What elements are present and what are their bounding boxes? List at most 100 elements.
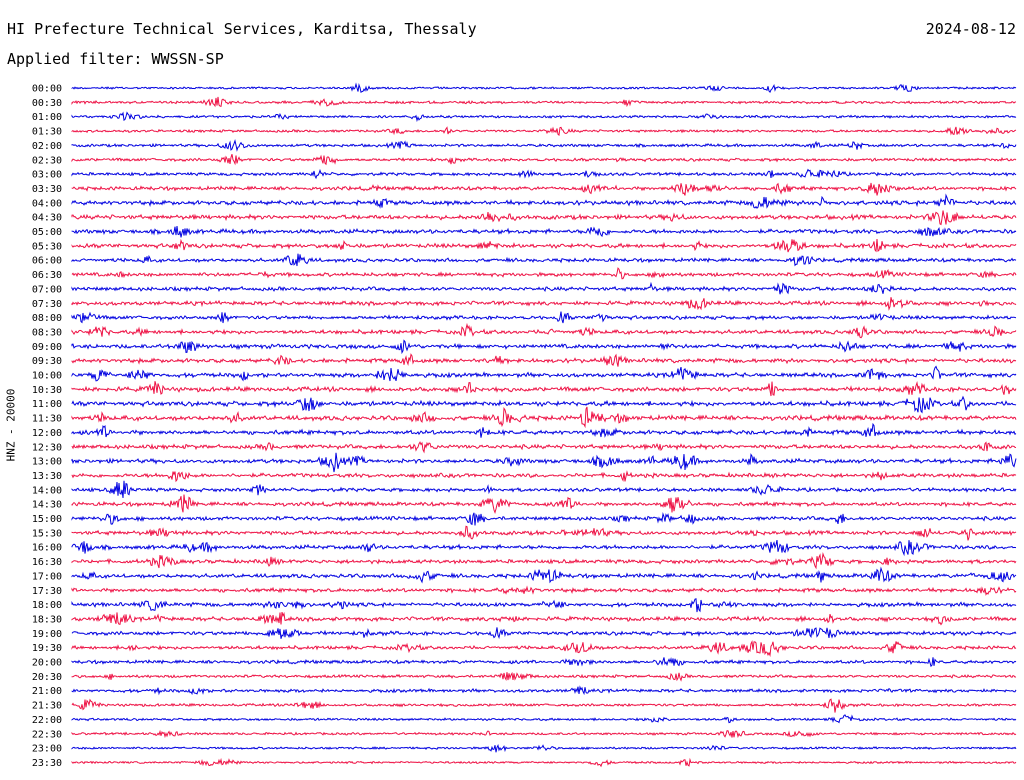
row-time-label: 06:30 (32, 270, 62, 281)
row-time-label: 10:00 (32, 371, 62, 382)
trace-row (71, 512, 1017, 526)
row-time-label: 12:00 (32, 428, 62, 439)
trace-row (71, 422, 1017, 438)
trace-row (71, 598, 1017, 613)
record-date: 2024-08-12 (925, 20, 1016, 38)
trace-row (71, 82, 1017, 93)
trace-row (71, 126, 1017, 137)
trace-row (71, 452, 1017, 473)
trace-row (71, 566, 1017, 584)
trace-row (71, 757, 1017, 768)
row-time-label: 21:00 (32, 686, 62, 697)
row-time-label: 13:30 (32, 471, 62, 482)
row-time-label: 15:30 (32, 528, 62, 539)
row-time-label: 09:00 (32, 342, 62, 353)
row-time-label: 01:00 (32, 112, 62, 123)
trace-row (71, 96, 1017, 108)
row-time-label: 12:30 (32, 442, 62, 453)
trace-row (71, 627, 1017, 639)
row-time-label: 04:30 (32, 213, 62, 224)
trace-row (71, 210, 1017, 226)
trace-row (71, 253, 1017, 267)
trace-row (71, 698, 1017, 713)
row-time-label: 08:30 (32, 327, 62, 338)
row-time-label: 14:30 (32, 500, 62, 511)
filter-label: Applied filter: WWSSN-SP (7, 50, 224, 68)
trace-row (71, 154, 1017, 166)
trace-row (71, 380, 1017, 397)
row-time-label: 19:30 (32, 643, 62, 654)
row-time-label: 23:00 (32, 744, 62, 755)
row-time-label: 05:30 (32, 241, 62, 252)
trace-row (71, 238, 1017, 253)
row-time-label: 07:00 (32, 284, 62, 295)
row-time-label: 22:30 (32, 729, 62, 740)
trace-row (71, 168, 1017, 180)
trace-row (71, 714, 1017, 724)
trace-row (71, 656, 1017, 668)
trace-row (71, 494, 1017, 515)
row-time-label: 11:30 (32, 414, 62, 425)
trace-row (71, 138, 1017, 152)
row-time-label: 11:00 (32, 399, 62, 410)
row-time-label: 03:30 (32, 184, 62, 195)
row-time-label: 17:30 (32, 586, 62, 597)
row-time-label: 03:00 (32, 170, 62, 181)
row-time-label: 07:30 (32, 299, 62, 310)
row-time-label: 23:30 (32, 758, 62, 769)
trace-row (71, 552, 1017, 570)
trace-row (71, 297, 1017, 311)
trace-row (71, 406, 1017, 429)
trace-row (71, 744, 1017, 753)
trace-row (71, 281, 1017, 295)
trace-row (71, 525, 1017, 541)
trace-row (71, 193, 1017, 209)
trace-row (71, 611, 1017, 626)
row-time-label: 04:00 (32, 198, 62, 209)
trace-row (71, 729, 1017, 739)
trace-row (71, 339, 1017, 355)
trace-row (71, 182, 1017, 196)
row-time-label: 02:30 (32, 155, 62, 166)
trace-row (71, 671, 1017, 682)
row-time-label: 14:00 (32, 485, 62, 496)
trace-row (71, 365, 1017, 382)
row-time-label: 22:00 (32, 715, 62, 726)
row-time-label: 13:00 (32, 457, 62, 468)
row-time-label: 05:00 (32, 227, 62, 238)
row-time-label: 18:30 (32, 614, 62, 625)
trace-row (71, 267, 1017, 280)
row-time-label: 21:30 (32, 701, 62, 712)
trace-row (71, 585, 1017, 596)
row-time-label: 08:00 (32, 313, 62, 324)
trace-row (71, 539, 1017, 557)
trace-row (71, 640, 1017, 658)
row-time-label: 20:30 (32, 672, 62, 683)
row-time-label: 17:00 (32, 571, 62, 582)
row-time-label: 00:00 (32, 84, 62, 95)
trace-row (71, 226, 1017, 238)
trace-row (71, 470, 1017, 483)
row-time-label: 10:30 (32, 385, 62, 396)
trace-row (71, 685, 1017, 696)
row-time-label: 16:00 (32, 543, 62, 554)
trace-row (71, 111, 1017, 123)
row-time-label: 16:30 (32, 557, 62, 568)
row-time-label: 00:30 (32, 98, 62, 109)
trace-row (71, 480, 1017, 499)
trace-row (71, 311, 1017, 324)
row-time-label: 15:00 (32, 514, 62, 525)
trace-row (71, 322, 1017, 339)
row-time-label: 09:30 (32, 356, 62, 367)
row-time-label: 20:00 (32, 658, 62, 669)
trace-row (71, 353, 1017, 367)
row-time-label: 01:30 (32, 127, 62, 138)
row-time-label: 02:00 (32, 141, 62, 152)
station-title: HI Prefecture Technical Services, Kardit… (7, 20, 477, 38)
row-time-label: 18:00 (32, 600, 62, 611)
trace-row (71, 441, 1017, 454)
row-time-label: 19:00 (32, 629, 62, 640)
trace-row (71, 395, 1017, 414)
row-time-label: 06:00 (32, 256, 62, 267)
